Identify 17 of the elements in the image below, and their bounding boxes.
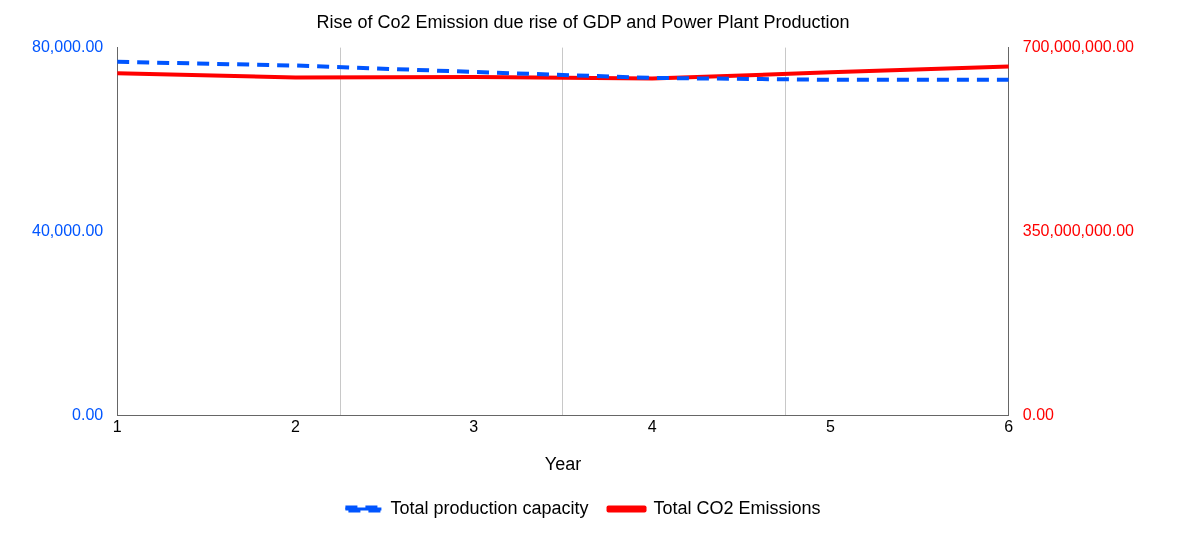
x-axis-title: Year (544, 454, 582, 475)
y-tick-label: 80,000.00 (31, 38, 104, 56)
x-tick-label: 6 (1004, 418, 1014, 436)
y2-tick-label: 700,000,000.00 (1022, 38, 1135, 56)
chart-title: Rise of Co2 Emission due rise of GDP and Power Plant Production (316, 11, 850, 32)
x-tick-label: 4 (647, 418, 657, 436)
x-tick-label: 5 (826, 418, 836, 436)
y-tick-label: 40,000.00 (31, 221, 104, 239)
legend-label: Total production capacity (390, 497, 589, 518)
x-tick-label: 3 (469, 418, 479, 436)
y-tick-label: 0.00 (72, 405, 104, 423)
line-series (117, 59, 1009, 82)
x-tick-label: 2 (291, 418, 301, 436)
x-tick-label: 1 (112, 418, 122, 436)
y2-tick-label: 350,000,000.00 (1022, 221, 1135, 239)
y2-tick-label: 0.00 (1022, 405, 1055, 423)
legend-label: Total CO2 Emissions (653, 497, 821, 518)
